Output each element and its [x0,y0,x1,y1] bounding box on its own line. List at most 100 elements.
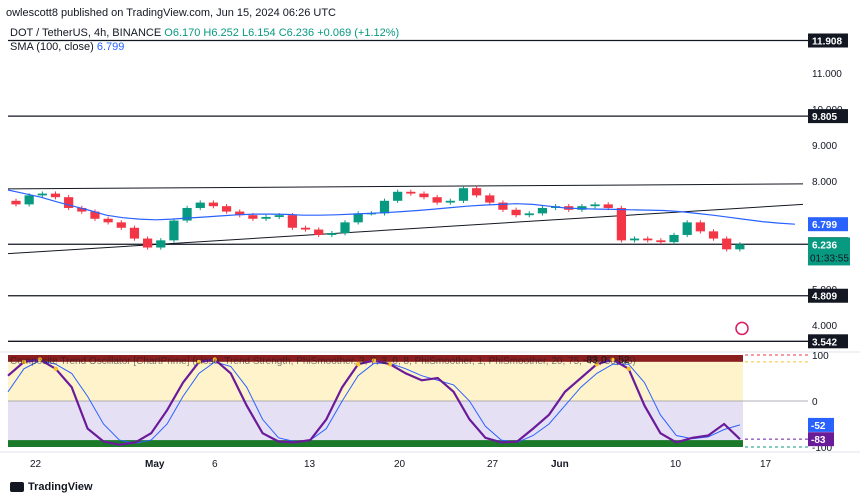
oscillator-peak-marker [371,358,377,363]
candle-body [432,197,442,203]
high-value: H6.252 [203,27,239,39]
oscillator-overlay-value: 0 [601,355,607,366]
open-value: O6.170 [164,27,201,39]
candle-body [221,206,232,212]
oscillator-tick-label: 100 [812,351,829,362]
time-tick-label: 17 [760,459,772,470]
candle-body [629,238,640,241]
candle-body [274,215,284,217]
candle-body [643,238,653,241]
trendline [7,203,804,255]
level-label: 4.809 [812,292,837,303]
time-tick-label: May [145,459,165,470]
oscillator-overlay-value: -83 [583,355,598,366]
oscillator-tick-label: -100 [812,443,832,454]
candle-body [24,195,34,205]
time-tick-label: 20 [394,459,406,470]
oscillator-peak-marker [355,362,361,367]
candle-body [695,222,705,232]
time-tick-label: 13 [304,459,316,470]
publish-header: owlescott8 published on TradingView.com,… [6,7,336,19]
sma-label: SMA (100, close) [10,41,94,53]
oscillator-upper-band [8,355,743,362]
candle-body [722,238,732,250]
candle-body [472,188,482,196]
oscillator-peak-marker [626,366,631,371]
candle-body [511,209,521,216]
price-tick-label: 4.000 [812,321,837,332]
level-label: 9.805 [812,112,837,123]
level-label: 11.908 [812,36,842,47]
price-tick-label: 11.000 [812,69,842,80]
candle-body [419,193,429,198]
symbol-pair: DOT / TetherUS, 4h, BINANCE [10,27,162,39]
level-label: 3.542 [812,337,837,348]
candle-body [182,207,192,221]
sma-line [7,189,796,225]
oscillator-peak-marker [53,366,58,371]
candle-body [485,195,495,203]
candle-body [498,202,508,210]
oscillator-value-label: -52 [811,421,826,432]
indicator-title: Composite Trend Oscillator [ChartPrime] … [10,356,636,367]
price-axis-label: 6.236 [812,240,837,251]
candle-body [577,206,587,210]
candle-body [37,193,47,196]
candle-body [406,191,416,194]
oscillator-peak-marker [594,362,599,367]
oscillator-peak-marker [37,357,43,362]
candle-body [353,213,363,223]
trendline [7,183,804,190]
time-tick-label: 27 [487,459,499,470]
sma-axis-label: 6.799 [812,220,837,231]
candle-body [300,227,311,230]
candle-body [248,215,258,219]
candle-body [169,220,179,241]
candle-body [445,200,455,203]
oscillator-lower-band [8,440,743,447]
candle-body [603,204,613,208]
candle-body [458,188,469,201]
candle-body [735,244,745,250]
candle-body [590,204,600,207]
candle-body [235,211,245,216]
footer-brand-text: TradingView [28,481,93,493]
candle-body [208,202,219,207]
tradingview-logo-icon [10,482,24,492]
candle-body [50,193,61,198]
oscillator-peak-marker [21,359,27,365]
level-label-box [808,109,848,124]
candle-body [379,200,390,214]
candle-body [11,200,21,205]
oscillator-peak-marker [212,357,218,362]
lightning-alert-icon [735,321,749,336]
candle-body [314,229,324,235]
candle-body [708,231,719,239]
candle-body [90,211,100,219]
footer-brand: TradingView [10,481,93,493]
countdown-label: 01:33:55 [810,253,849,264]
oscillator-lower-zone [8,401,743,441]
candle-body [287,215,297,228]
candle-body [682,222,692,235]
level-label-box [808,334,848,349]
oscillator-peak-marker [196,359,202,365]
candle-body [537,207,548,214]
candle-body [116,222,126,228]
candle-body [103,218,113,223]
candle-body [261,216,271,219]
oscillator-value-box [808,417,834,432]
symbol-info: DOT / TetherUS, 4h, BINANCE O6.170 H6.25… [10,27,399,39]
level-label-box [808,33,848,48]
sma-legend: SMA (100, close) 6.799 [10,41,124,53]
candle-body [195,202,205,208]
close-value: C6.236 [278,27,315,39]
candle-body [64,197,74,208]
candle-body [340,222,350,234]
candle-body [129,227,140,239]
level-label-box [808,288,848,303]
candle-body [669,234,679,243]
price-tick-label: 9.000 [812,141,837,152]
oscillator-value-label: -83 [811,435,826,446]
